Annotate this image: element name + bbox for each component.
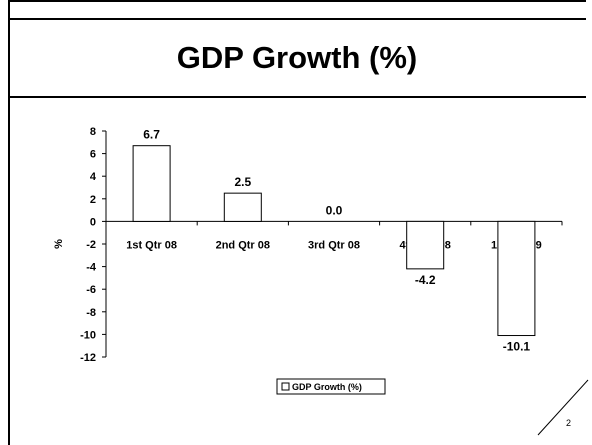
- y-tick-label: 4: [90, 171, 97, 183]
- y-tick-label: 0: [90, 216, 96, 228]
- bars: [132, 145, 536, 337]
- y-tick-label: -12: [80, 352, 96, 364]
- y-tick-label: 8: [90, 126, 96, 138]
- data-label: 6.7: [143, 128, 160, 142]
- y-axis-label: %: [53, 239, 65, 249]
- y-tick-label: -10: [80, 329, 96, 341]
- data-label: 0.0: [326, 203, 343, 217]
- bar: [497, 220, 536, 337]
- y-tick-label: -2: [86, 239, 96, 251]
- slide-top-border: [8, 0, 586, 2]
- y-tick-label: -4: [86, 262, 97, 274]
- slide-left-border: [8, 0, 10, 445]
- legend-swatch: [281, 382, 290, 391]
- corner-fold-line: [537, 379, 589, 436]
- data-label: -4.2: [415, 273, 436, 287]
- y-tick-label: -8: [86, 307, 96, 319]
- bar: [223, 192, 262, 222]
- legend-label: GDP Growth (%): [292, 382, 362, 392]
- x-tick-label: 1st Qtr 08: [126, 239, 177, 251]
- slide-title: GDP Growth (%): [176, 40, 418, 75]
- y-tick-label: 2: [90, 194, 96, 206]
- x-tick-label: 3rd Qtr 08: [308, 239, 360, 251]
- page-number: 2: [566, 418, 572, 428]
- bar: [406, 220, 445, 270]
- x-tick-label: 2nd Qtr 08: [216, 239, 270, 251]
- data-labels: 6.7 2.5 0.0 -4.2 -10.1: [143, 128, 530, 354]
- title-box: [8, 18, 586, 98]
- y-tick-label: -6: [86, 284, 96, 296]
- data-label: 2.5: [234, 175, 251, 189]
- bar: [132, 145, 171, 222]
- y-axis: 8 6 4 2 0 -2 -4 -6 -8 -10 -12%: [53, 126, 107, 364]
- data-label: -10.1: [503, 340, 531, 354]
- y-tick-label: 6: [90, 149, 96, 161]
- legend: GDP Growth (%): [276, 378, 386, 395]
- legend-box: [276, 378, 386, 395]
